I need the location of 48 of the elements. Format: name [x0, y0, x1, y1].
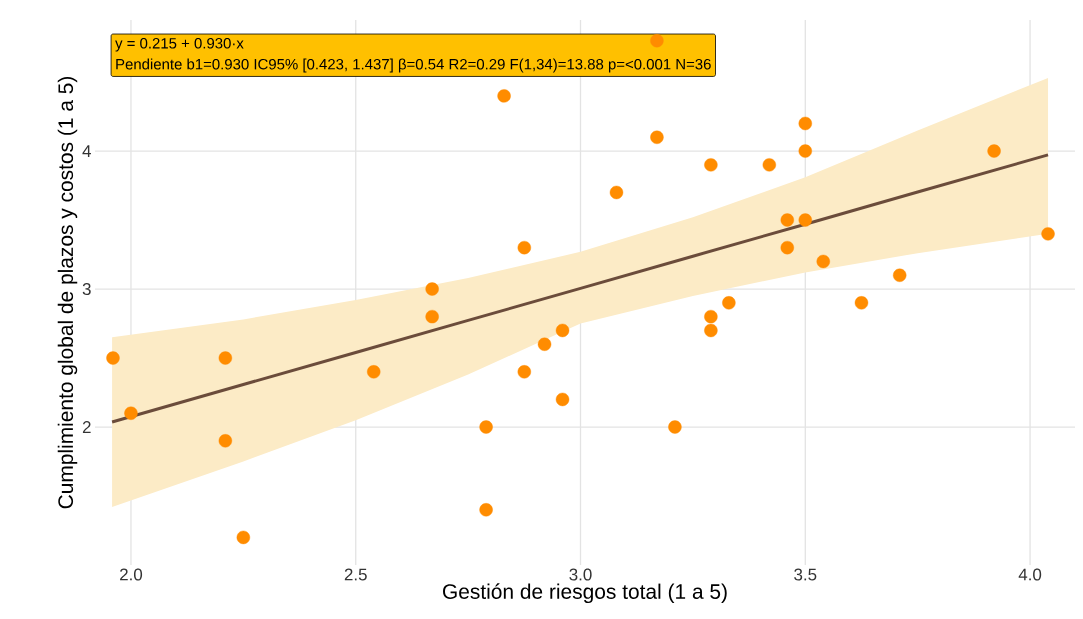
point	[425, 309, 439, 324]
y-tick-label: 2	[82, 421, 91, 433]
x-tick-label: 2.0	[120, 568, 143, 581]
point	[798, 144, 812, 158]
point	[497, 89, 511, 103]
point	[106, 351, 120, 365]
y-tick-label: 4	[82, 145, 91, 157]
y-tick-label: 3	[82, 283, 91, 296]
x-axis-title: Gestión de riesgos total (1 a 5)	[443, 583, 727, 604]
x-tick-label: 4.0	[1018, 568, 1042, 581]
point	[854, 296, 869, 310]
point	[124, 406, 138, 420]
point	[218, 351, 233, 365]
line-series	[110, 153, 1050, 424]
point	[816, 254, 830, 269]
point	[704, 323, 718, 338]
point	[479, 503, 493, 517]
y-axis-title: Cumplimiento global de plazos y costos (1 a 5)	[57, 77, 78, 509]
point	[236, 530, 251, 545]
point	[668, 420, 682, 434]
point	[798, 213, 812, 227]
point	[650, 130, 664, 144]
point	[704, 158, 718, 172]
x-tick-label: 2.5	[344, 568, 367, 581]
annotation: Pendiente b1=0.930 IC95% [0.423, 1.437] β=0.54 R2=0.29 F(1,34)=13.88 p=<0.001 N=36	[116, 58, 711, 73]
x-tick-label: 3.5	[794, 568, 817, 581]
point	[780, 213, 794, 227]
point	[798, 116, 812, 131]
point	[762, 158, 776, 172]
point	[1041, 227, 1055, 241]
point	[555, 323, 570, 338]
point	[537, 337, 552, 351]
x-tick-label: 3.0	[569, 568, 592, 581]
point	[987, 144, 1001, 158]
point	[893, 268, 907, 282]
point	[555, 392, 570, 407]
point	[780, 240, 794, 255]
point	[650, 34, 664, 48]
point	[218, 434, 233, 448]
point	[609, 185, 624, 200]
point	[425, 282, 439, 296]
point	[517, 365, 531, 379]
point	[722, 296, 736, 310]
point	[479, 420, 493, 434]
point	[517, 240, 531, 255]
point	[704, 309, 718, 324]
annotation: y = 0.215 + 0.930·x	[115, 38, 244, 52]
point	[367, 365, 381, 379]
